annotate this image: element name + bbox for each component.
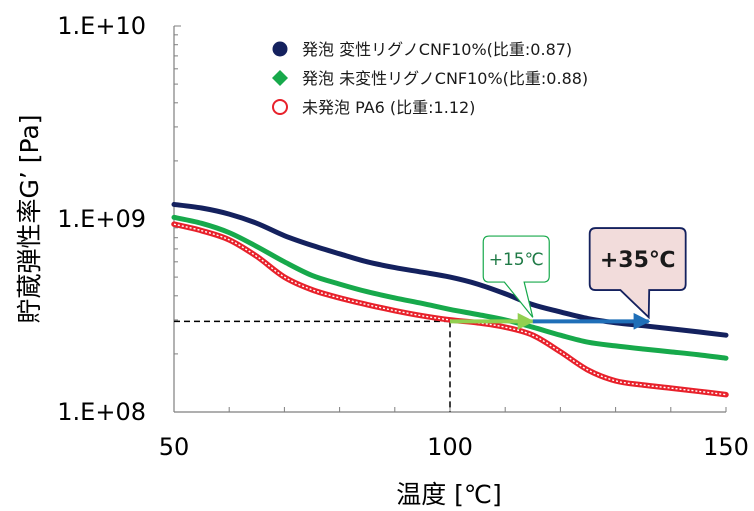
legend: 発泡 変性リグノCNF10%(比重:0.87) 発泡 未変性リグノCNF10%(比… [272, 40, 588, 117]
callout-text: +15℃ [489, 250, 544, 270]
legend-label: 発泡 未変性リグノCNF10%(比重:0.88) [302, 69, 588, 88]
legend-open-circle-icon [272, 99, 288, 115]
callout-text: +35℃ [600, 248, 676, 273]
legend-entry-2: 発泡 未変性リグノCNF10%(比重:0.88) [272, 69, 588, 88]
x-axis-ticks: 50 100 150 [159, 407, 749, 461]
legend-circle-icon [272, 41, 288, 57]
legend-label: 発泡 変性リグノCNF10%(比重:0.87) [302, 40, 572, 59]
y-tick-label: 1.E+10 [57, 12, 146, 40]
x-tick-label: 50 [159, 433, 190, 461]
y-tick-label: 1.E+09 [57, 205, 146, 233]
y-tick-label: 1.E+08 [57, 398, 146, 426]
x-tick-label: 150 [703, 433, 749, 461]
legend-entry-1: 発泡 変性リグノCNF10%(比重:0.87) [272, 40, 572, 59]
reference-lines [174, 320, 451, 412]
legend-diamond-icon [272, 70, 288, 86]
callout-bubble [588, 227, 687, 320]
callout-1: +15℃ [482, 235, 550, 318]
x-tick-label: 100 [427, 433, 473, 461]
y-axis-label: 貯蔵弾性率G’ [Pa] [15, 114, 44, 323]
series-2 [171, 214, 729, 361]
y-axis-ticks: 1.E+08 1.E+09 1.E+10 [57, 12, 181, 426]
x-axis-label: 温度 [℃] [396, 480, 502, 509]
callouts: +15℃ +35℃ [482, 227, 687, 320]
callout-bubble [482, 235, 550, 318]
legend-entry-3: 未発泡 PA6 (比重:1.12) [272, 98, 475, 117]
callout-2: +35℃ [588, 227, 687, 320]
legend-label: 未発泡 PA6 (比重:1.12) [302, 98, 475, 117]
